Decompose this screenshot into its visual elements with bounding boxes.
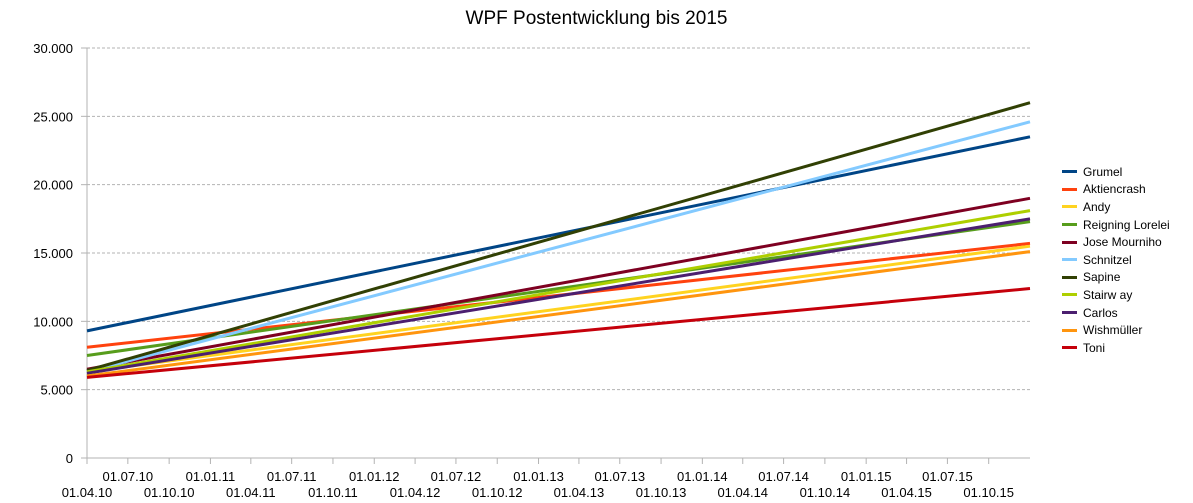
series-line-grumel: [86, 135, 1031, 333]
x-tick-label: 01.10.15: [963, 485, 1014, 500]
legend-swatch: [1062, 205, 1077, 209]
legend-label: Jose Mourniho: [1083, 235, 1162, 250]
y-tick-label: 25.000: [33, 109, 73, 124]
legend-label: Reigning Lorelei: [1083, 217, 1170, 232]
legend-item: Wishmüller: [1062, 321, 1170, 339]
x-tick-label: 01.01.14: [677, 469, 728, 484]
series-line-sapine: [86, 101, 1031, 372]
legend-item: Sapine: [1062, 269, 1170, 287]
x-tick-label: 01.04.14: [717, 485, 768, 500]
x-tick-label: 01.04.12: [390, 485, 441, 500]
legend-item: Jose Mourniho: [1062, 233, 1170, 251]
y-tick-label: 0: [66, 451, 73, 466]
legend-swatch: [1062, 258, 1077, 262]
x-tick-label: 01.07.15: [922, 469, 973, 484]
y-tick-label: 15.000: [33, 246, 73, 261]
x-tick-label: 01.01.13: [513, 469, 564, 484]
x-tick-label: 01.04.15: [881, 485, 932, 500]
series-line-toni: [86, 287, 1031, 379]
legend-item: Stairw ay: [1062, 286, 1170, 304]
legend-item: Toni: [1062, 339, 1170, 357]
x-tick-label: 01.01.11: [186, 469, 236, 484]
legend-item: Grumel: [1062, 163, 1170, 181]
gridlines: [87, 47, 1030, 391]
series-line-jose-mourniho: [86, 196, 1031, 371]
legend-swatch: [1062, 187, 1077, 191]
y-tick-label: 10.000: [33, 314, 73, 329]
legend-swatch: [1062, 311, 1077, 315]
legend-item: Aktiencrash: [1062, 181, 1170, 199]
x-tick-label: 01.07.12: [431, 469, 482, 484]
chart-title: WPF Postentwicklung bis 2015: [465, 8, 728, 29]
legend-item: Schnitzel: [1062, 251, 1170, 269]
legend-swatch: [1062, 223, 1077, 227]
series-line-carlos: [86, 217, 1031, 375]
series-lines: [86, 101, 1031, 379]
x-tick-label: 01.01.12: [349, 469, 400, 484]
legend-item: Carlos: [1062, 304, 1170, 322]
legend-item: Reigning Lorelei: [1062, 216, 1170, 234]
legend-label: Sapine: [1083, 270, 1121, 285]
legend-label: Schnitzel: [1083, 252, 1132, 267]
series-line-wishm-ller: [86, 250, 1031, 378]
legend-swatch: [1062, 328, 1077, 332]
x-tick-label: 01.10.11: [308, 485, 358, 500]
x-tick-label: 01.10.10: [144, 485, 195, 500]
x-tick-label: 01.04.11: [226, 485, 276, 500]
legend-label: Carlos: [1083, 305, 1118, 320]
legend-item: Andy: [1062, 198, 1170, 216]
y-tick-label: 20.000: [33, 178, 73, 193]
legend-label: Grumel: [1083, 164, 1123, 179]
series-line-stairw-ay: [86, 209, 1031, 374]
x-tick-label: 01.04.10: [62, 485, 113, 500]
y-axis-ticks: 0 5.000 10.000 15.000 20.000 25.000 30.000: [33, 41, 87, 466]
x-tick-label: 01.10.13: [636, 485, 687, 500]
legend-swatch: [1062, 346, 1077, 350]
x-tick-label: 01.07.10: [103, 469, 154, 484]
x-tick-label: 01.01.15: [841, 469, 892, 484]
x-tick-label: 01.07.11: [267, 469, 317, 484]
x-tick-label: 01.07.14: [758, 469, 809, 484]
legend-swatch: [1062, 240, 1077, 244]
legend-label: Stairw ay: [1083, 287, 1133, 302]
x-tick-label: 01.10.14: [800, 485, 851, 500]
y-tick-label: 30.000: [33, 41, 73, 56]
y-tick-label: 5.000: [40, 383, 73, 398]
series-line-andy: [86, 244, 1031, 374]
legend-swatch: [1062, 275, 1077, 279]
x-tick-label: 01.07.13: [594, 469, 645, 484]
legend-label: Andy: [1083, 199, 1111, 214]
x-tick-label: 01.10.12: [472, 485, 523, 500]
legend-label: Wishmüller: [1083, 323, 1143, 338]
legend: Grumel Aktiencrash Andy Reigning Lorelei Jos…: [1062, 163, 1170, 357]
legend-swatch: [1062, 293, 1077, 297]
series-line-schnitzel: [86, 120, 1031, 374]
legend-label: Toni: [1083, 340, 1106, 355]
x-axis-ticks: 01.04.10 01.10.10 01.04.11 01.10.11 01.04.12…: [62, 458, 1014, 500]
legend-swatch: [1062, 170, 1077, 174]
legend-label: Aktiencrash: [1083, 182, 1146, 197]
x-tick-label: 01.04.13: [554, 485, 605, 500]
